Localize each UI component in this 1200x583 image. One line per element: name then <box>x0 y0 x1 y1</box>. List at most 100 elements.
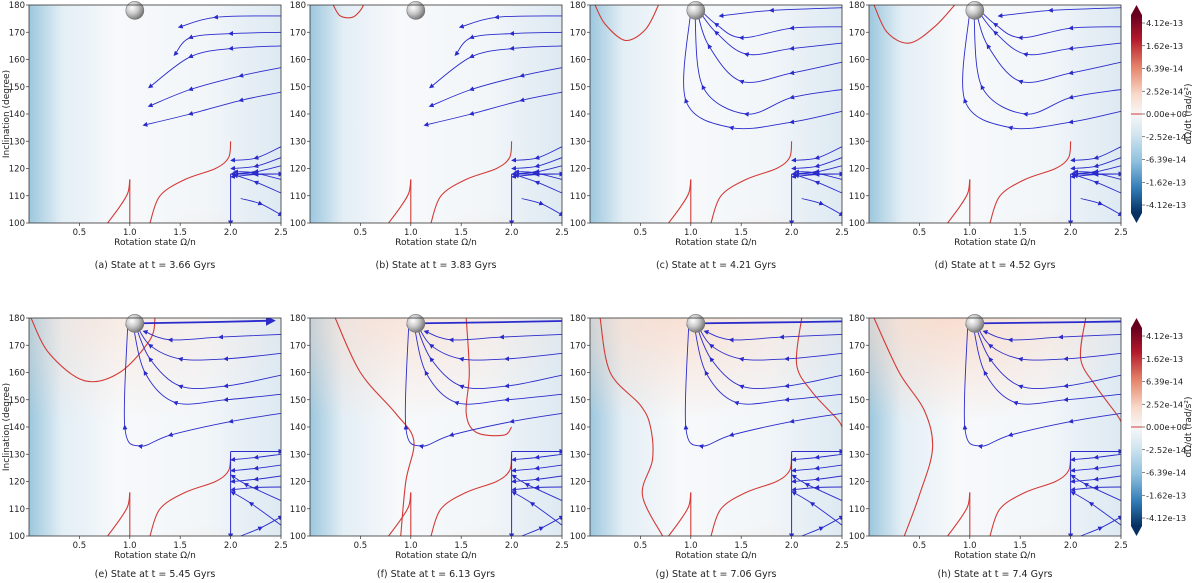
x-tick-label: 1.5 <box>734 541 748 551</box>
x-tick-label: 2.5 <box>1114 541 1128 551</box>
x-tick-label: 2.5 <box>555 541 569 551</box>
x-tick-label: 1.5 <box>454 541 468 551</box>
flow-line <box>511 484 562 492</box>
y-tick-label: 120 <box>849 478 865 488</box>
x-tick-label: 1.0 <box>684 228 698 238</box>
flow-line <box>423 91 562 127</box>
x-tick-label: 0.5 <box>634 228 648 238</box>
colorbar-extend-top <box>1131 318 1142 328</box>
flow-line <box>791 464 842 473</box>
x-tick-label: 2.0 <box>785 228 799 238</box>
y-tick-label: 110 <box>290 505 306 515</box>
x-axis-label: Rotation state Ω/n <box>954 238 1036 248</box>
curves <box>594 5 842 223</box>
flow-line <box>1070 146 1121 163</box>
spin-trajectory-arrow <box>415 320 562 325</box>
curves <box>873 5 1121 223</box>
curves <box>332 5 562 223</box>
flow-line <box>233 169 281 180</box>
y-tick-label: 170 <box>9 28 25 38</box>
zero-contour-line <box>149 141 232 223</box>
y-tick-label: 170 <box>290 28 306 38</box>
y-tick-label: 150 <box>570 83 586 93</box>
y-tick-label: 120 <box>849 165 865 175</box>
x-tick-label: 2.0 <box>505 541 519 551</box>
x-axis-label: Rotation state Ω/n <box>395 551 477 561</box>
y-tick-label: 150 <box>849 396 865 406</box>
zero-contour-line <box>989 141 1072 223</box>
zero-contour-line <box>1079 318 1121 422</box>
y-tick-label: 120 <box>570 165 586 175</box>
panels-layer: 0.5 1.0 1.5 2.0 2.5 100 110 120 130 140 150 160 170 1… <box>2 1 1128 580</box>
flow-line <box>962 7 1121 131</box>
panel-caption: (b) State at t = 3.83 Gyrs <box>376 260 497 271</box>
zero-contour-line <box>873 5 956 44</box>
y-tick-label: 100 <box>849 219 865 229</box>
flow-line <box>511 464 562 473</box>
y-tick-label: 130 <box>9 137 25 147</box>
y-tick-label: 140 <box>9 423 25 433</box>
y-tick-label: 150 <box>290 396 306 406</box>
x-tick-label: 2.5 <box>835 541 849 551</box>
x-axis-label: Rotation state Ω/n <box>114 551 196 561</box>
x-tick-label: 1.0 <box>123 228 137 238</box>
y-tick-label: 140 <box>290 110 306 120</box>
x-tick-label: 2.5 <box>1114 228 1128 238</box>
y-tick-label: 160 <box>849 56 865 66</box>
colorbar-tick-label: -6.39e-14 <box>1146 468 1186 478</box>
colorbar-tick-label: 4.12e-13 <box>1146 331 1183 341</box>
colorbars-layer: 4.12e-13 1.62e-13 6.39e-14 2.52e-14 0.00e+00… <box>1131 5 1194 536</box>
colorbar-tick-label: 1.62e-13 <box>1146 354 1183 364</box>
planet-marker <box>406 314 426 333</box>
y-tick-label: 140 <box>570 423 586 433</box>
x-tick-label: 2.0 <box>785 541 799 551</box>
y-tick-label: 160 <box>290 369 306 379</box>
y-tick-label: 140 <box>849 423 865 433</box>
flow-line <box>962 320 1121 449</box>
panel-caption: (d) State at t = 4.52 Gyrs <box>935 260 1056 271</box>
planet-marker <box>686 1 706 20</box>
y-tick-label: 140 <box>290 423 306 433</box>
flow-line <box>429 45 562 89</box>
flow-line <box>794 169 842 180</box>
flow-line <box>177 14 281 29</box>
colorbar-tick-label: -1.62e-13 <box>1146 490 1186 500</box>
x-tick-label: 0.5 <box>354 228 368 238</box>
y-axis-label: Inclination (degree) <box>2 383 12 471</box>
planet-marker <box>406 1 426 20</box>
y-tick-label: 110 <box>9 192 25 202</box>
panel-caption: (f) State at t = 6.13 Gyrs <box>377 569 495 579</box>
flow-line <box>683 7 842 131</box>
x-tick-label: 0.5 <box>634 541 648 551</box>
x-tick-label: 2.0 <box>1064 541 1078 551</box>
panel-e: 0.5 1.0 1.5 2.0 2.5 100 110 120 130 140 150 160 170 1… <box>2 314 288 580</box>
planet-marker <box>125 314 145 333</box>
flow-line <box>791 146 842 163</box>
flow-line <box>514 173 562 194</box>
flow-line <box>230 474 281 502</box>
colorbar-tick-label: 6.39e-14 <box>1146 377 1183 387</box>
y-tick-label: 170 <box>9 341 25 351</box>
x-tick-label: 0.5 <box>913 228 927 238</box>
y-axis-label: Inclination (degree) <box>2 70 12 158</box>
colorbar-tick-label: 6.39e-14 <box>1146 64 1183 74</box>
flow-line <box>801 515 842 536</box>
y-tick-label: 100 <box>570 219 586 229</box>
flow-line <box>240 515 281 536</box>
flow-line <box>403 320 562 449</box>
zero-contour-line <box>989 454 1072 536</box>
y-tick-label: 100 <box>9 219 25 229</box>
y-tick-label: 180 <box>570 1 586 11</box>
y-tick-label: 180 <box>290 314 306 324</box>
flow-line <box>511 474 562 502</box>
x-tick-label: 1.0 <box>404 228 418 238</box>
planet-marker <box>125 1 145 20</box>
flow-line <box>511 146 562 163</box>
y-tick-label: 130 <box>849 137 865 147</box>
panel-caption: (c) State at t = 4.21 Gyrs <box>656 260 776 271</box>
x-tick-label: 0.5 <box>73 541 87 551</box>
y-tick-label: 160 <box>9 369 25 379</box>
y-tick-label: 120 <box>9 478 25 488</box>
